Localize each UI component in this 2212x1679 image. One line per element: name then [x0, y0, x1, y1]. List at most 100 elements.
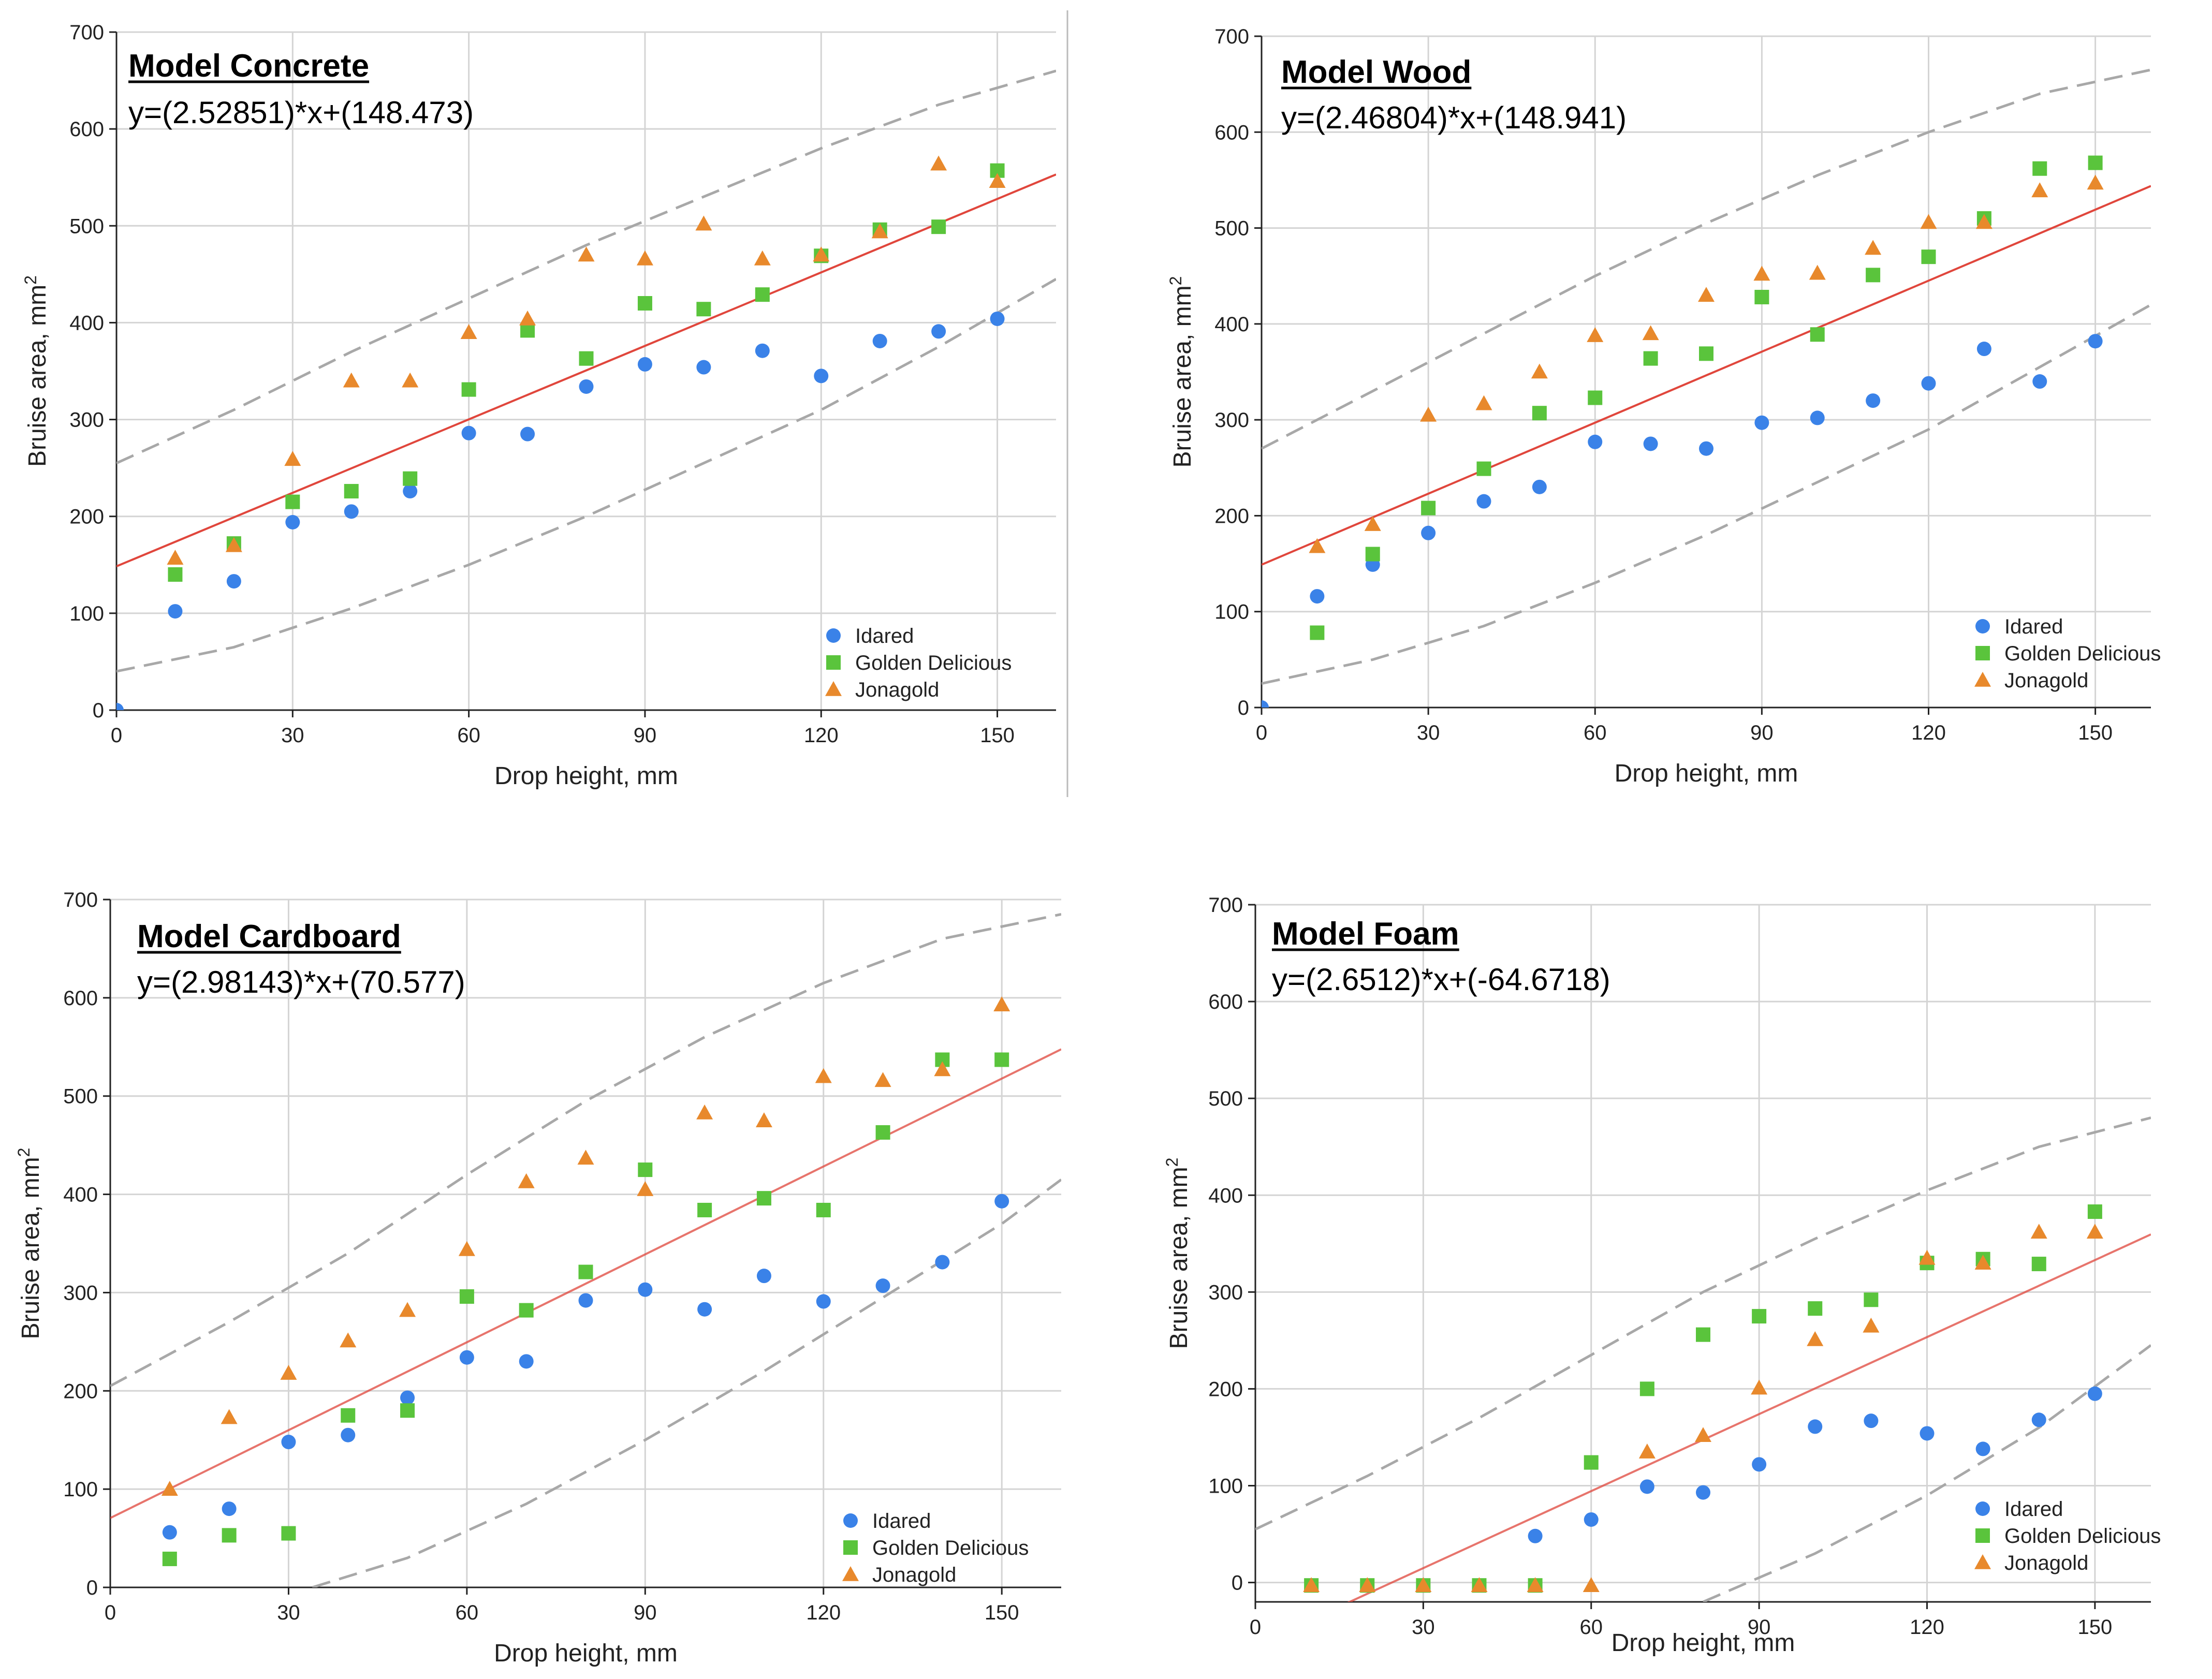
- point-idared-60: [459, 1350, 474, 1365]
- point-golden-delicious-70: [520, 323, 535, 338]
- point-golden-delicious-120: [1921, 249, 1936, 264]
- point-idared-110: [756, 1269, 771, 1284]
- y-tick-label-0: 0: [1232, 1572, 1243, 1595]
- x-tick-label-90: 90: [634, 724, 657, 747]
- x-tick-label-0: 0: [1256, 721, 1267, 744]
- point-jonagold-50: [1527, 1577, 1544, 1592]
- x-tick-label-150: 150: [2078, 1616, 2113, 1639]
- point-idared-50: [400, 1390, 415, 1405]
- point-idared-90: [1752, 1457, 1767, 1472]
- point-jonagold-110: [755, 1112, 772, 1127]
- point-idared-10: [1310, 589, 1325, 604]
- y-axis-label: Bruise area, mm2: [1166, 276, 1196, 468]
- y-tick-label-500: 500: [69, 215, 104, 238]
- point-idared-80: [579, 379, 594, 394]
- legend-label-jonagold: Jonagold: [872, 1564, 956, 1586]
- point-jonagold-150: [2086, 1224, 2103, 1239]
- series-golden-delicious: [162, 1052, 1009, 1566]
- point-golden-delicious-100: [697, 1202, 712, 1217]
- point-jonagold-80: [578, 246, 595, 262]
- legend-marker-idared: [1975, 619, 1990, 634]
- point-jonagold-120: [813, 246, 830, 262]
- point-jonagold-110: [1865, 240, 1882, 255]
- point-golden-delicious-150: [2087, 1204, 2102, 1219]
- point-jonagold-130: [874, 1072, 891, 1087]
- point-golden-delicious-30: [285, 494, 300, 509]
- y-tick-label-400: 400: [63, 1184, 98, 1206]
- point-idared-90: [638, 1282, 653, 1297]
- point-idared-70: [1643, 436, 1658, 451]
- point-idared-20: [222, 1501, 237, 1516]
- point-jonagold-90: [1753, 266, 1770, 281]
- point-idared-100: [697, 1302, 712, 1317]
- point-idared-70: [519, 1354, 534, 1369]
- point-jonagold-30: [1415, 1577, 1432, 1592]
- point-jonagold-150: [989, 173, 1006, 188]
- point-golden-delicious-50: [1532, 406, 1547, 421]
- legend-marker-golden-delicious: [1975, 646, 1990, 660]
- point-idared-40: [344, 504, 359, 519]
- point-jonagold-120: [1920, 214, 1937, 229]
- point-jonagold-90: [637, 1181, 654, 1196]
- point-jonagold-130: [1975, 214, 1993, 229]
- y-tick-label-0: 0: [93, 699, 104, 722]
- x-tick-label-150: 150: [985, 1601, 1019, 1624]
- point-golden-delicious-140: [931, 219, 946, 234]
- legend-label-golden-delicious: Golden Delicious: [2004, 642, 2161, 665]
- point-golden-delicious-10: [168, 567, 183, 582]
- series-idared: [1528, 1386, 2102, 1543]
- point-golden-delicious-20: [222, 1528, 237, 1543]
- point-jonagold-10: [161, 1481, 178, 1496]
- point-jonagold-20: [1359, 1577, 1376, 1592]
- point-jonagold-70: [1638, 1444, 1656, 1459]
- y-axis-label-sup: 2: [1163, 1158, 1181, 1167]
- point-idared-40: [1476, 494, 1491, 509]
- point-idared-60: [461, 425, 476, 440]
- y-tick-label-300: 300: [63, 1282, 98, 1304]
- x-tick-label-0: 0: [105, 1601, 116, 1624]
- point-jonagold-90: [636, 250, 653, 266]
- point-jonagold-20: [1364, 516, 1381, 531]
- point-golden-delicious-60: [461, 382, 476, 397]
- x-tick-label-30: 30: [1417, 721, 1440, 744]
- confidence-band-lower: [312, 1179, 1061, 1587]
- point-jonagold-70: [1642, 325, 1659, 341]
- point-idared-50: [1528, 1528, 1543, 1543]
- point-jonagold-60: [1587, 327, 1604, 342]
- series-idared: [116, 311, 1005, 710]
- y-tick-label-0: 0: [1238, 697, 1249, 719]
- point-idared-130: [872, 333, 887, 348]
- legend-marker-idared: [843, 1513, 858, 1528]
- series-jonagold: [167, 155, 1006, 565]
- point-jonagold-60: [460, 324, 477, 339]
- point-idared-120: [814, 369, 829, 384]
- y-tick-label-700: 700: [1208, 894, 1243, 917]
- point-jonagold-80: [1698, 287, 1715, 302]
- x-tick-label-150: 150: [980, 724, 1015, 747]
- point-idared-150: [994, 1194, 1009, 1209]
- plot-area: [1255, 1116, 2151, 1602]
- x-tick-label-90: 90: [634, 1601, 657, 1624]
- series-jonagold: [161, 996, 1010, 1496]
- point-jonagold-140: [930, 155, 947, 171]
- point-golden-delicious-100: [1808, 1301, 1823, 1316]
- point-golden-delicious-40: [341, 1408, 356, 1423]
- y-tick-label-100: 100: [69, 602, 104, 625]
- x-axis-label: Drop height, mm: [1612, 1629, 1795, 1657]
- y-tick-label-100: 100: [1208, 1475, 1243, 1498]
- point-idared-0: [1262, 700, 1269, 708]
- point-idared-80: [1696, 1485, 1710, 1500]
- point-idared-150: [990, 311, 1005, 326]
- y-tick-label-400: 400: [1208, 1184, 1243, 1207]
- point-idared-10: [162, 1525, 177, 1540]
- y-axis-label-main: Bruise area, mm: [24, 285, 51, 467]
- chart-title: Model Foam: [1272, 916, 1459, 952]
- point-idared-130: [1976, 342, 1991, 357]
- legend-label-idared: Idared: [2004, 615, 2063, 638]
- x-tick-label-150: 150: [2078, 721, 2113, 744]
- x-axis-label: Drop height, mm: [494, 1640, 678, 1667]
- confidence-band-lower: [116, 278, 1056, 673]
- point-idared-80: [1699, 441, 1713, 456]
- point-jonagold-100: [695, 215, 712, 231]
- legend-marker-golden-delicious: [1975, 1528, 1990, 1543]
